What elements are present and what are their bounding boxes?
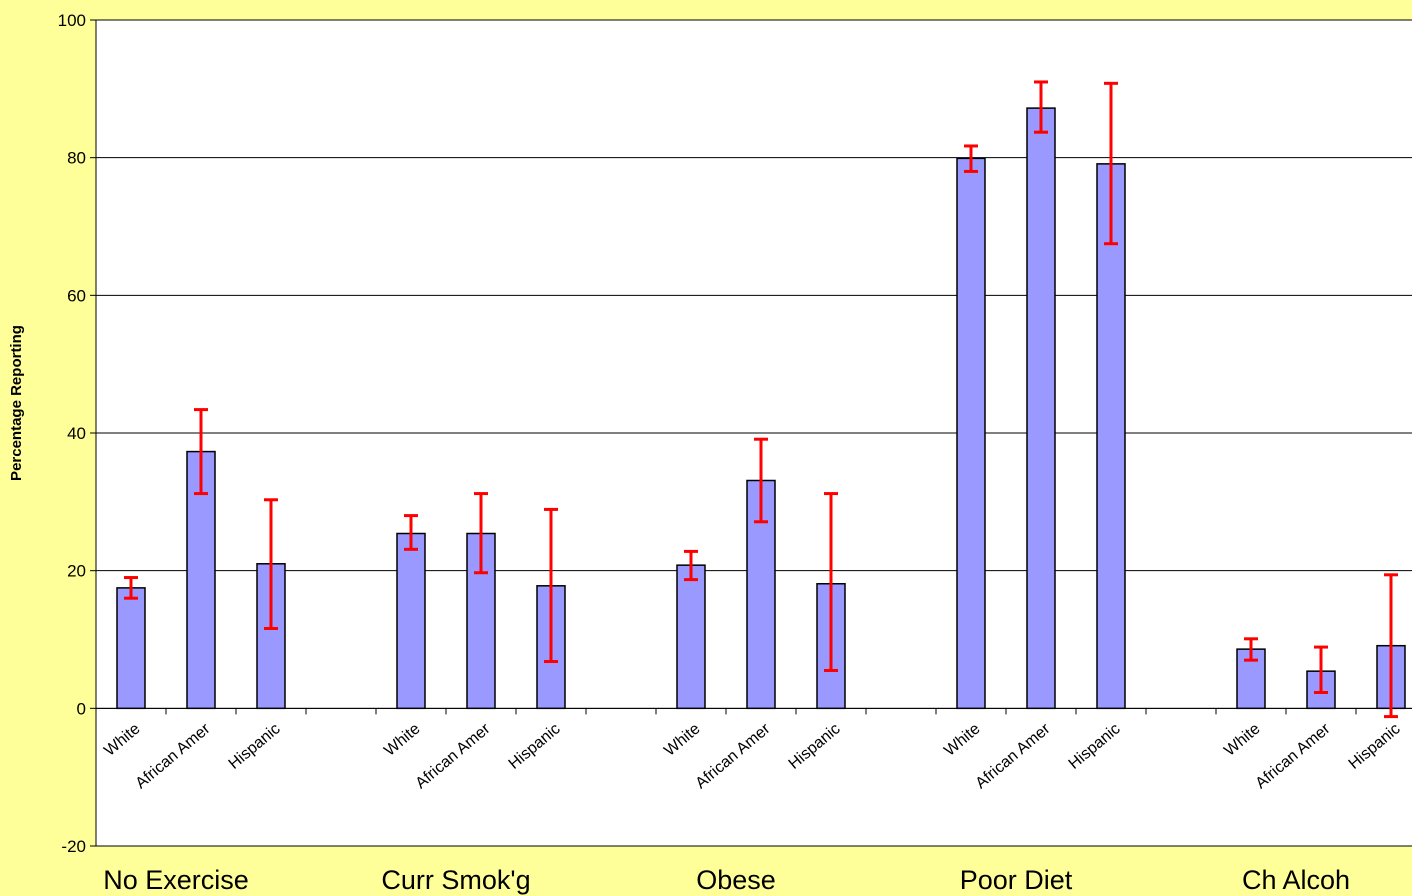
y-tick-label: 20 — [67, 562, 86, 581]
y-tick-label: 40 — [67, 424, 86, 443]
group-label: Poor Diet — [960, 865, 1073, 895]
bar-poor-diet-african-amer — [1026, 107, 1056, 710]
group-label: Curr Smok'g — [381, 865, 530, 895]
bar-poor-diet-hispanic — [1096, 163, 1126, 710]
group-label: No Exercise — [103, 865, 249, 895]
y-axis-title: Percentage Reporting — [8, 325, 25, 481]
y-tick-label: 60 — [67, 286, 86, 305]
group-label: Obese — [696, 865, 776, 895]
bar-obese-white — [676, 564, 706, 710]
bar-no-exercise-white — [116, 587, 146, 710]
group-label: Ch Alcoh — [1242, 865, 1350, 895]
y-tick-label: -20 — [61, 837, 86, 856]
y-tick-label: 80 — [67, 149, 86, 168]
y-tick-label: 0 — [77, 699, 86, 718]
bar-poor-diet-white — [956, 157, 986, 710]
y-tick-label: 100 — [58, 11, 86, 30]
bar-curr-smok-g-white — [396, 532, 426, 710]
